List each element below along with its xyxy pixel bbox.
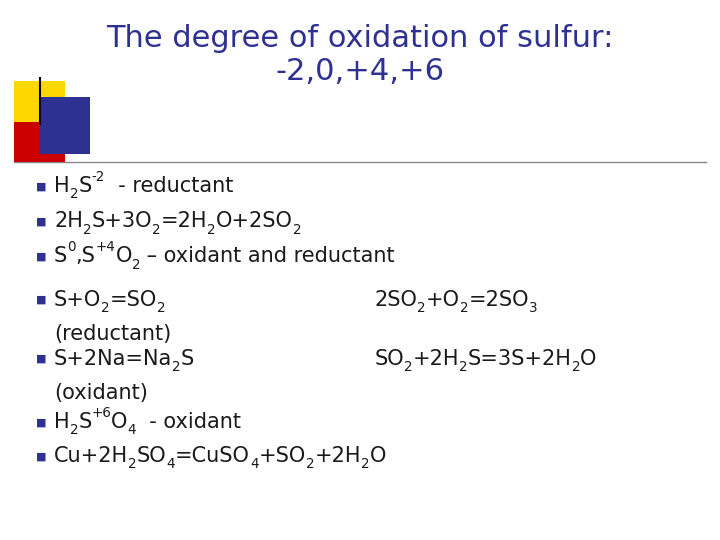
Text: S: S bbox=[54, 246, 67, 267]
Text: O: O bbox=[369, 446, 386, 467]
FancyBboxPatch shape bbox=[14, 122, 65, 162]
Text: 2: 2 bbox=[460, 301, 469, 315]
Text: 2: 2 bbox=[152, 222, 161, 237]
Text: 4: 4 bbox=[166, 457, 175, 471]
Text: 2: 2 bbox=[70, 423, 78, 437]
Text: 2: 2 bbox=[306, 457, 315, 471]
FancyBboxPatch shape bbox=[14, 81, 65, 122]
Text: 4: 4 bbox=[127, 423, 136, 437]
Text: 2: 2 bbox=[418, 301, 426, 315]
Text: SO: SO bbox=[137, 446, 166, 467]
Text: ■: ■ bbox=[36, 354, 47, 364]
Text: 2: 2 bbox=[157, 301, 166, 315]
Text: 2: 2 bbox=[70, 187, 78, 201]
Text: S: S bbox=[78, 412, 91, 433]
Text: ■: ■ bbox=[36, 252, 47, 261]
Text: - reductant: - reductant bbox=[105, 176, 233, 197]
Text: – oxidant and reductant: – oxidant and reductant bbox=[140, 246, 395, 267]
Text: +SO: +SO bbox=[258, 446, 306, 467]
Text: 0: 0 bbox=[67, 240, 76, 254]
Text: 2SO: 2SO bbox=[374, 289, 418, 310]
Text: ■: ■ bbox=[36, 451, 47, 461]
Text: S+3O: S+3O bbox=[91, 211, 152, 232]
Text: SO: SO bbox=[374, 349, 404, 369]
Text: 2: 2 bbox=[132, 258, 140, 272]
Text: 4: 4 bbox=[250, 457, 258, 471]
Text: 2: 2 bbox=[404, 360, 413, 374]
FancyBboxPatch shape bbox=[40, 97, 90, 154]
Text: 2: 2 bbox=[207, 222, 216, 237]
Text: ■: ■ bbox=[36, 295, 47, 305]
Text: S: S bbox=[78, 176, 91, 197]
Text: O: O bbox=[112, 412, 127, 433]
Text: =2SO: =2SO bbox=[469, 289, 529, 310]
Text: +O: +O bbox=[426, 289, 460, 310]
Text: 2H: 2H bbox=[54, 211, 83, 232]
Text: 2: 2 bbox=[172, 360, 181, 374]
Text: S+O: S+O bbox=[54, 289, 102, 310]
Text: -2: -2 bbox=[91, 170, 105, 184]
Text: H: H bbox=[54, 176, 70, 197]
Text: - oxidant: - oxidant bbox=[136, 412, 241, 433]
Text: Cu+2H: Cu+2H bbox=[54, 446, 128, 467]
Text: S=3S+2H: S=3S+2H bbox=[468, 349, 572, 369]
Text: 2: 2 bbox=[128, 457, 137, 471]
Text: H: H bbox=[54, 412, 70, 433]
Text: O: O bbox=[580, 349, 597, 369]
Text: 2: 2 bbox=[361, 457, 369, 471]
Text: ■: ■ bbox=[36, 417, 47, 427]
Text: 2: 2 bbox=[83, 222, 91, 237]
Text: O: O bbox=[115, 246, 132, 267]
Text: S: S bbox=[181, 349, 194, 369]
Text: 2: 2 bbox=[459, 360, 468, 374]
Text: =2H: =2H bbox=[161, 211, 207, 232]
Text: +6: +6 bbox=[91, 406, 112, 420]
Text: ■: ■ bbox=[36, 217, 47, 226]
Text: ■: ■ bbox=[36, 181, 47, 191]
Text: (oxidant): (oxidant) bbox=[54, 383, 148, 403]
Text: ,S: ,S bbox=[76, 246, 96, 267]
Text: O+2SO: O+2SO bbox=[216, 211, 292, 232]
Text: 2: 2 bbox=[572, 360, 580, 374]
Text: +4: +4 bbox=[96, 240, 115, 254]
Text: +2H: +2H bbox=[413, 349, 459, 369]
Text: +2H: +2H bbox=[315, 446, 361, 467]
Text: S+2Na=Na: S+2Na=Na bbox=[54, 349, 172, 369]
Text: =SO: =SO bbox=[110, 289, 157, 310]
Text: =CuSO: =CuSO bbox=[175, 446, 250, 467]
Text: (reductant): (reductant) bbox=[54, 323, 171, 344]
Text: 2: 2 bbox=[292, 222, 301, 237]
Text: -2,0,+4,+6: -2,0,+4,+6 bbox=[276, 57, 444, 86]
Text: The degree of oxidation of sulfur:: The degree of oxidation of sulfur: bbox=[107, 24, 613, 53]
Text: 2: 2 bbox=[102, 301, 110, 315]
Text: 3: 3 bbox=[529, 301, 538, 315]
